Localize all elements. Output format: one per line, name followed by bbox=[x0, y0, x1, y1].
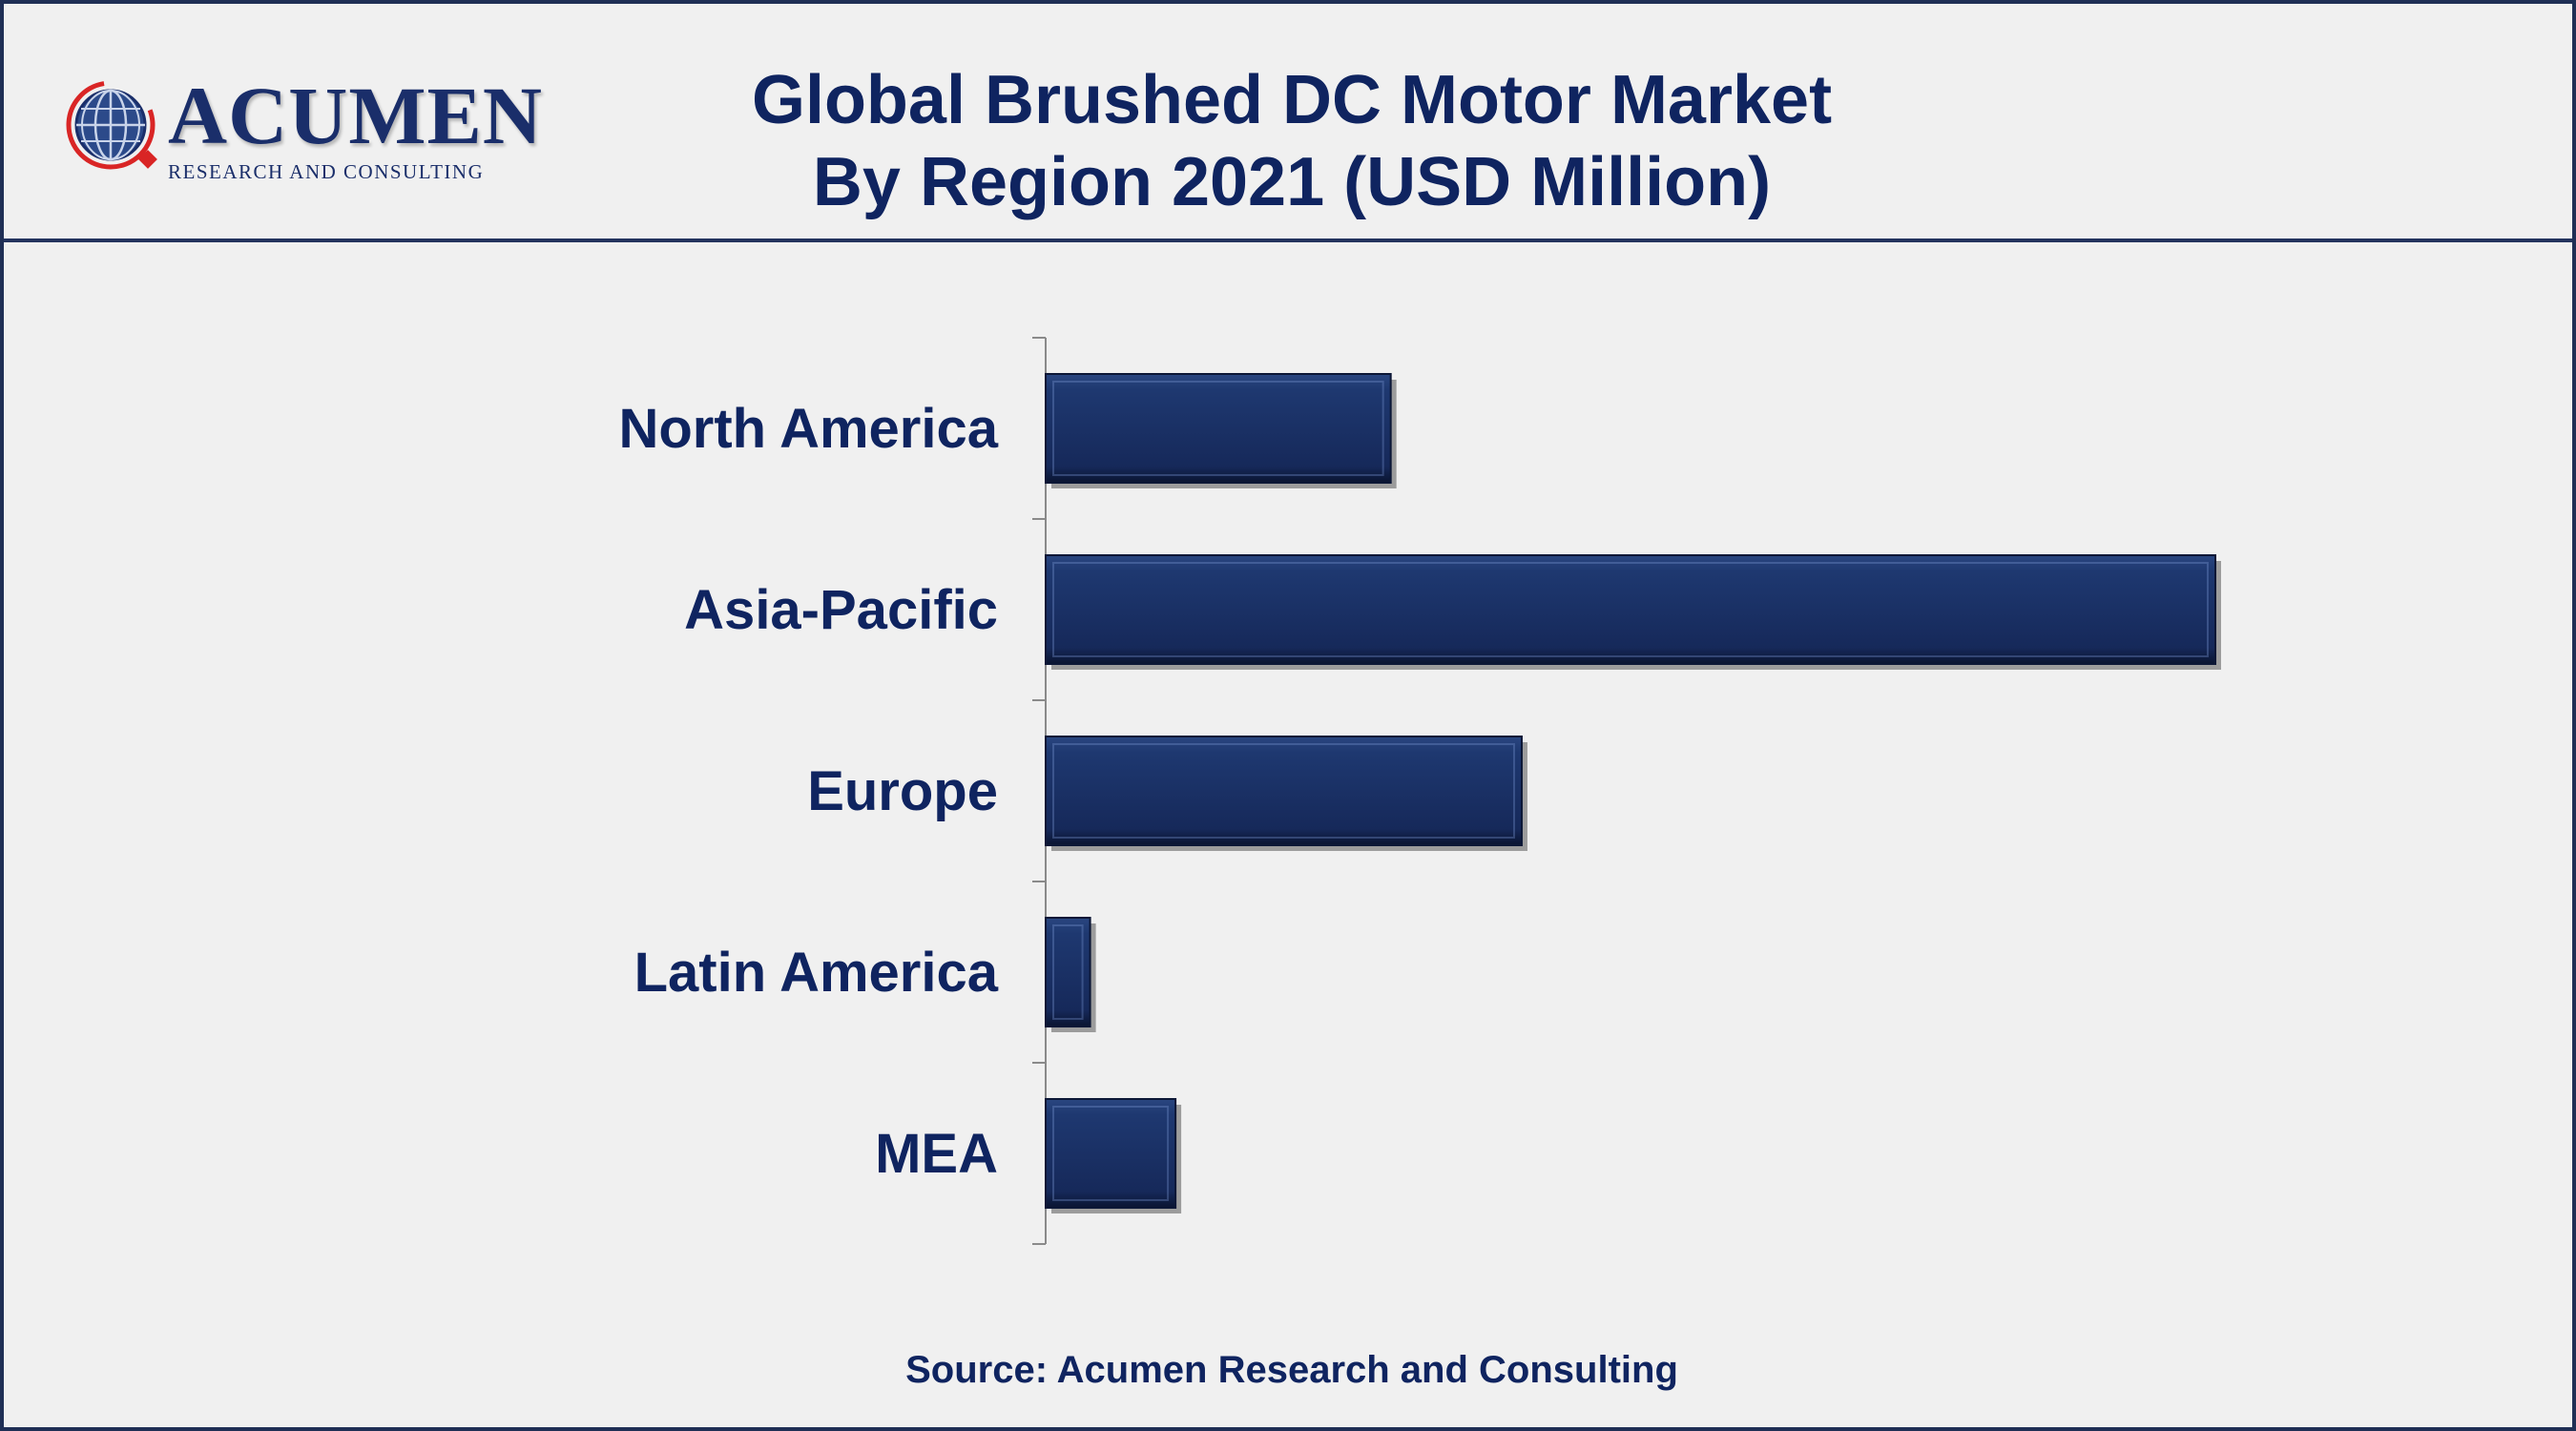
category-label: Asia-Pacific bbox=[684, 579, 998, 641]
bar-asia-pacific bbox=[1045, 554, 2221, 670]
bar-mea bbox=[1045, 1098, 1182, 1213]
logo-wordmark: ACUMEN bbox=[168, 70, 543, 161]
category-label: MEA bbox=[875, 1123, 998, 1185]
chart-title-line2: By Region 2021 (USD Million) bbox=[812, 144, 1772, 220]
category-label: Latin America bbox=[634, 942, 999, 1004]
category-label: North America bbox=[618, 398, 998, 460]
chart-title: Global Brushed DC Motor Market By Region… bbox=[595, 59, 1988, 223]
globe-icon bbox=[66, 80, 157, 170]
header-bar: ACUMEN RESEARCH AND CONSULTING Global Br… bbox=[4, 4, 2572, 242]
bar-latin-america bbox=[1045, 917, 1096, 1032]
source-note: Source: Acumen Research and Consulting bbox=[905, 1349, 1678, 1391]
chart-title-line1: Global Brushed DC Motor Market bbox=[751, 62, 1833, 138]
bar-north-america bbox=[1045, 373, 1397, 488]
category-label: Europe bbox=[807, 760, 998, 822]
acumen-logo: ACUMEN RESEARCH AND CONSULTING bbox=[63, 73, 542, 192]
logo-tagline: RESEARCH AND CONSULTING bbox=[168, 160, 485, 183]
bar-chart: North America Asia-Pacific Europe Latin Ame… bbox=[618, 337, 2221, 1245]
bar-europe bbox=[1045, 736, 1527, 851]
